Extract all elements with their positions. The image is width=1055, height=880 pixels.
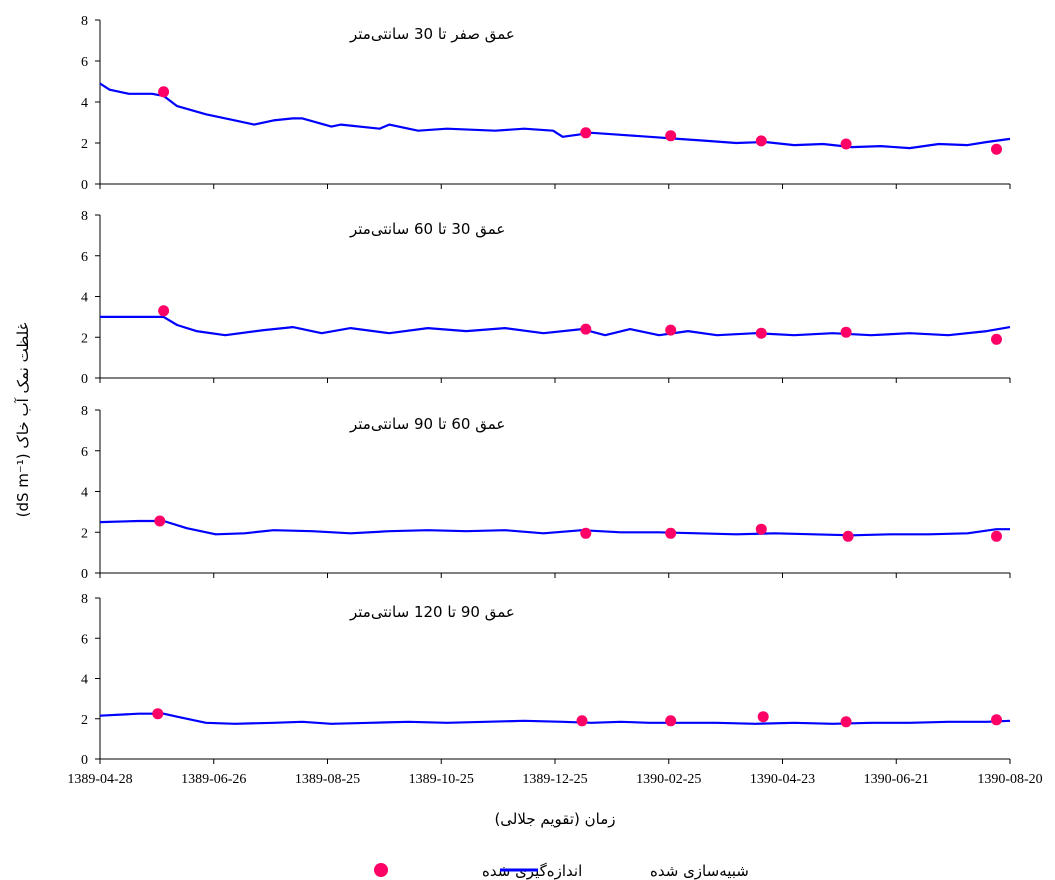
y-axis-label: غلظت نمک آب خاک (dS m⁻¹): [14, 322, 32, 517]
y-tick-label: 6: [81, 55, 88, 70]
measured-point: [580, 127, 592, 139]
x-tick-label: 1389-06-26: [181, 772, 246, 787]
x-axis: 1389-04-28 1389-06-26 1389-08-25 1389-10-25…: [67, 772, 1042, 787]
panel-4: 0 2 4 6 8 عمق 90 تا 120 سانتی‌متر: [81, 592, 1011, 768]
panel-title: عمق 60 تا 90 سانتی‌متر: [349, 415, 505, 433]
measured-point: [665, 130, 677, 142]
y-tick-label: 2: [81, 331, 88, 346]
panel-title: عمق صفر تا 30 سانتی‌متر: [349, 25, 515, 43]
panel-3: 0 2 4 6 8 عمق 60 تا 90 سانتی‌متر: [81, 404, 1011, 582]
measured-point: [665, 324, 677, 336]
simulated-series-line: [99, 519, 1010, 537]
y-tick-label: 4: [81, 291, 88, 306]
measured-point: [755, 523, 767, 535]
measured-point: [580, 323, 592, 335]
y-tick-label: 6: [81, 632, 88, 647]
measured-point: [840, 138, 852, 150]
measured-point: [158, 305, 170, 317]
y-tick-label: 2: [81, 526, 88, 541]
y-tick-label: 4: [81, 96, 88, 111]
legend-simulated-label: شبیه‌سازی شده: [650, 862, 749, 880]
measured-point: [757, 711, 769, 723]
legend-measured-marker: [374, 863, 388, 877]
measured-point: [842, 530, 854, 542]
y-tick-label: 8: [81, 209, 88, 224]
x-tick-label: 1390-02-25: [636, 772, 701, 787]
x-axis-label: زمان (تقویم جلالی): [494, 810, 615, 828]
simulated-series-line: [100, 315, 1011, 337]
y-tick-label: 8: [81, 404, 88, 419]
y-tick-label: 8: [81, 592, 88, 607]
x-tick-label: 1389-04-28: [67, 772, 132, 787]
measured-point: [991, 714, 1002, 726]
simulated-series-line: [99, 82, 1011, 150]
y-tick-label: 0: [81, 372, 88, 387]
y-tick-label: 0: [81, 178, 88, 193]
measured-point: [665, 715, 677, 727]
panel-title: عمق 90 تا 120 سانتی‌متر: [349, 603, 515, 621]
y-tick-label: 0: [81, 567, 88, 582]
panel-title: عمق 30 تا 60 سانتی‌متر: [349, 220, 505, 238]
x-tick-label: 1389-12-25: [522, 772, 587, 787]
y-tick-label: 8: [81, 14, 88, 29]
measured-point: [158, 86, 170, 98]
measured-point: [755, 327, 767, 339]
simulated-series-line: [99, 712, 1011, 725]
panel-2: 0 2 4 6 8 عمق 30 تا 60 سانتی‌متر: [81, 209, 1011, 387]
measured-point: [580, 527, 592, 539]
y-tick-label: 0: [81, 753, 88, 768]
x-tick-label: 1389-08-25: [295, 772, 360, 787]
measured-point: [840, 716, 852, 728]
measured-point: [755, 135, 767, 147]
measured-point: [576, 715, 588, 727]
x-tick-label: 1390-04-23: [750, 772, 815, 787]
y-tick-label: 6: [81, 445, 88, 460]
y-tick-label: 2: [81, 137, 88, 152]
legend: اندازه‌گیری شده شبیه‌سازی شده: [374, 862, 749, 880]
y-tick-label: 4: [81, 486, 88, 501]
y-tick-label: 2: [81, 713, 88, 728]
measured-point: [991, 143, 1002, 155]
measured-point: [152, 708, 164, 720]
measured-point: [840, 326, 852, 338]
x-tick-label: 1390-06-21: [864, 772, 929, 787]
y-tick-label: 6: [81, 250, 88, 265]
measured-point: [665, 527, 677, 539]
x-tick-label: 1389-10-25: [409, 772, 474, 787]
measured-point: [154, 515, 166, 527]
y-tick-label: 4: [81, 673, 88, 688]
chart-panels: 0 2 4 6 8 عمق صفر تا 30 سانتی‌متر 0 2 4 6 8 عمق 30 …: [81, 14, 1011, 768]
x-tick-label: 1390-08-20: [977, 772, 1042, 787]
measured-point: [991, 333, 1002, 345]
panel-1: 0 2 4 6 8 عمق صفر تا 30 سانتی‌متر: [81, 14, 1011, 193]
measured-point: [991, 530, 1002, 542]
